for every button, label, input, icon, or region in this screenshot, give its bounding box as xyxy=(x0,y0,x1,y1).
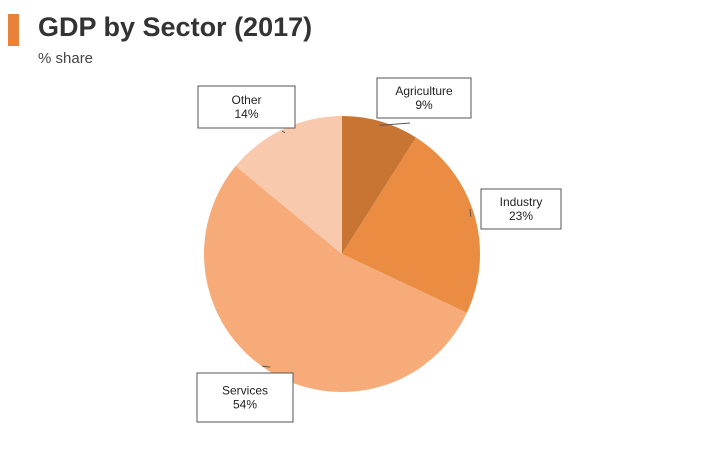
slice-label: Services xyxy=(222,384,268,398)
callout-box xyxy=(197,85,296,129)
pie-slice-industry xyxy=(342,137,481,313)
slice-label: Other xyxy=(231,93,261,107)
pie-slice-other xyxy=(235,116,342,254)
callout-box xyxy=(376,77,472,119)
callout-leader-line xyxy=(379,122,411,126)
callout-leader-line xyxy=(469,208,472,217)
pie-slice-agriculture xyxy=(342,116,416,254)
chart-subtitle: % share xyxy=(38,50,94,67)
callout-box xyxy=(480,188,562,230)
slice-value-label: 9% xyxy=(415,98,433,112)
callout-leader-line xyxy=(261,365,271,368)
pie-slice-services xyxy=(204,166,467,392)
slice-label: Agriculture xyxy=(395,84,453,98)
slice-label: Industry xyxy=(500,195,543,209)
slice-value-label: 23% xyxy=(509,209,533,223)
chart-title: GDP by Sector (2017) xyxy=(38,12,313,42)
pie-slices xyxy=(204,116,481,392)
callout-leader-line xyxy=(281,130,286,134)
callout-box xyxy=(196,372,294,423)
title-accent-bar xyxy=(8,14,19,46)
slice-value-label: 14% xyxy=(234,107,258,121)
slice-value-label: 54% xyxy=(233,398,257,412)
